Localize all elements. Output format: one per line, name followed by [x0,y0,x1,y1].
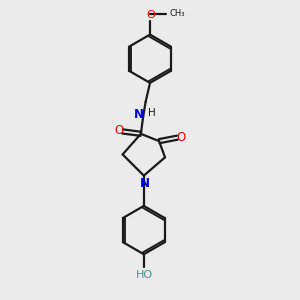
Text: O: O [176,130,185,143]
Text: N: N [134,109,144,122]
Text: O: O [115,124,124,137]
Text: N: N [140,177,149,190]
Text: CH₃: CH₃ [170,10,185,19]
Text: O: O [146,10,155,20]
Text: HO: HO [136,270,153,280]
Text: H: H [148,108,155,118]
